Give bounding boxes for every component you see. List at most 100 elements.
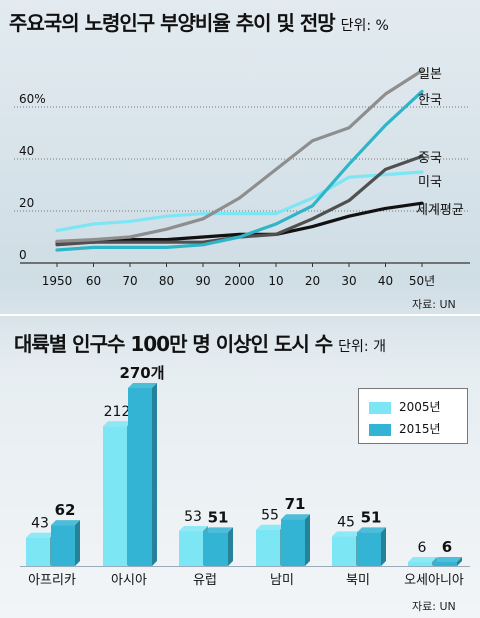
series-label-1: 한국 xyxy=(418,93,442,108)
bar-front xyxy=(204,532,228,566)
bar-chart-unit: 단위: 개 xyxy=(338,339,386,355)
bar-value-label: 212 xyxy=(104,404,131,420)
series-line-3 xyxy=(55,170,424,233)
x-tick-label: 2000 xyxy=(224,274,255,288)
line-chart: 0 20 40 60% 1950 60 70 80 90 2000 10 20 30 40 50년 일본한국중… xyxy=(14,67,470,288)
line-chart-unit: 단위: % xyxy=(340,18,389,34)
bar-value-label: 45 xyxy=(337,514,355,530)
bar-front xyxy=(128,388,152,566)
bar-top xyxy=(128,383,157,388)
category-label: 오세아니아 xyxy=(404,573,464,588)
bar-front xyxy=(408,562,432,566)
x-tick-label: 40 xyxy=(378,274,393,288)
bar-0-0 xyxy=(26,532,55,566)
x-tick-label: 1950 xyxy=(42,274,73,288)
bar-front xyxy=(281,519,305,566)
legend-swatch-2015 xyxy=(369,423,391,436)
series-line-0 xyxy=(55,68,424,243)
bar-0-1 xyxy=(51,520,80,566)
legend-swatch-2005 xyxy=(369,401,391,414)
category-label: 남미 xyxy=(270,573,294,588)
bar-top xyxy=(332,531,361,537)
bar-top xyxy=(357,527,386,533)
bar-4-0 xyxy=(332,531,361,566)
bar-side xyxy=(75,520,80,566)
x-tick-label: 60 xyxy=(86,274,101,288)
bar-3-0 xyxy=(256,524,285,566)
bar-5-1 xyxy=(433,557,462,566)
bar-top xyxy=(256,524,285,530)
bar-legend: 2005년 2015년 xyxy=(358,388,468,444)
bar-value-label: 51 xyxy=(361,508,382,526)
bar-value-label: 53 xyxy=(184,509,202,525)
bar-side xyxy=(152,383,157,566)
bar-top xyxy=(408,557,437,562)
bar-value-label: 270개 xyxy=(119,364,164,382)
category-label: 아프리카 xyxy=(28,573,76,588)
bar-front xyxy=(179,531,203,566)
x-tick-label: 20 xyxy=(305,274,320,288)
bar-2-1 xyxy=(204,527,233,566)
y-tick-label: 0 xyxy=(19,248,27,262)
bar-front xyxy=(256,529,280,566)
bar-value-label: 62 xyxy=(55,501,76,519)
series-line-4 xyxy=(55,201,424,244)
x-tick-label: 10 xyxy=(268,274,283,288)
x-tick-label: 30 xyxy=(341,274,356,288)
bar-top xyxy=(179,526,208,532)
line-chart-title: 주요국의 노령인구 부양비율 추이 및 전망 단위: % xyxy=(9,11,389,35)
bar-front xyxy=(357,532,381,566)
x-tick-label: 80 xyxy=(159,274,174,288)
bar-top xyxy=(204,527,233,533)
bar-top xyxy=(281,514,310,520)
bar-side xyxy=(305,514,310,566)
legend-label-2015: 2015년 xyxy=(399,422,441,436)
legend-item-2005: 2005년 xyxy=(369,398,441,414)
bar-chart-title: 대륙별 인구수 100만 명 이상인 도시 수 단위: 개 xyxy=(14,332,386,356)
bar-value-label: 55 xyxy=(261,508,279,524)
category-label: 유럽 xyxy=(193,573,217,588)
bar-side xyxy=(457,557,462,566)
legend-label-2005: 2005년 xyxy=(399,400,441,414)
bar-value-label: 43 xyxy=(31,516,49,532)
bar-top xyxy=(433,557,462,562)
bar-top xyxy=(51,520,80,526)
bar-side xyxy=(228,527,233,566)
bar-front xyxy=(433,562,457,566)
y-tick-label: 40 xyxy=(19,144,34,158)
category-label: 북미 xyxy=(346,573,370,588)
series-label-3: 미국 xyxy=(418,175,442,190)
y-tick-label: 60% xyxy=(19,92,46,106)
series-line-1 xyxy=(55,89,424,252)
bar-1-0 xyxy=(103,421,132,566)
category-label: 아시아 xyxy=(111,573,147,588)
bar-1-1 xyxy=(128,383,157,566)
bar-front xyxy=(51,525,75,566)
series-label-4: 세계평균 xyxy=(416,203,464,218)
x-tick-label: 50년 xyxy=(409,274,435,288)
bar-value-label: 71 xyxy=(285,495,306,513)
bar-3-1 xyxy=(281,514,310,566)
bar-front xyxy=(103,426,127,566)
bar-value-label: 6 xyxy=(418,540,427,556)
bar-2-0 xyxy=(179,526,208,566)
y-tick-label: 20 xyxy=(19,196,34,210)
bar-4-1 xyxy=(357,527,386,566)
legend-item-2015: 2015년 xyxy=(369,420,441,436)
bar-side xyxy=(381,527,386,566)
line-chart-source: 자료: UN xyxy=(412,298,456,311)
bar-value-label: 6 xyxy=(442,538,452,556)
bar-front xyxy=(26,537,50,566)
bar-value-label: 51 xyxy=(208,508,229,526)
bar-top xyxy=(103,421,132,427)
section-divider xyxy=(0,314,480,316)
series-label-0: 일본 xyxy=(418,67,442,82)
x-tick-label: 70 xyxy=(122,274,137,288)
bar-5-0 xyxy=(408,557,437,566)
bar-front xyxy=(332,536,356,566)
x-tick-label: 90 xyxy=(195,274,210,288)
bar-chart-source: 자료: UN xyxy=(412,600,456,613)
series-label-2: 중국 xyxy=(418,151,442,166)
